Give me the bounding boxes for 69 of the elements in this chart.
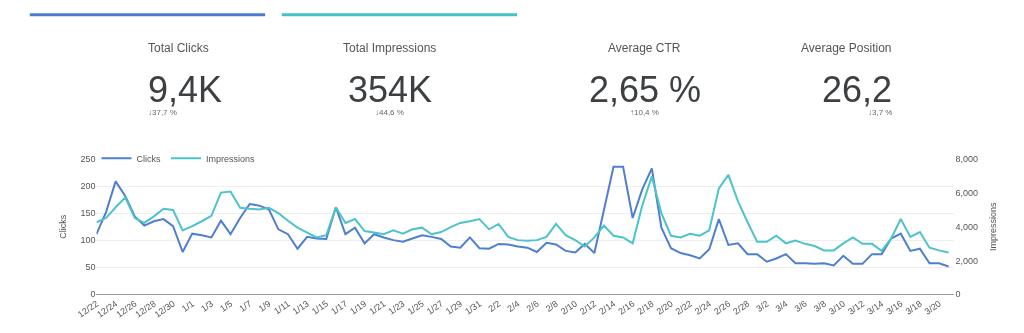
text: 354K <box>348 69 433 110</box>
x-tick-label: 2/26 <box>712 298 733 317</box>
x-tick-label: 2/14 <box>597 298 618 317</box>
x-tick-label: 1/17 <box>329 298 350 317</box>
y-tick-label: 250 <box>80 154 96 165</box>
x-tick-label: 2/6 <box>524 298 541 314</box>
y2-tick-label: 4,000 <box>955 221 978 232</box>
x-tick-label: 1/1 <box>179 298 196 314</box>
x-tick-label: 2/12 <box>578 298 599 317</box>
x-tick-label: 1/7 <box>237 298 254 314</box>
text: 26,2 <box>822 69 893 110</box>
legend-label: Clicks <box>136 153 161 164</box>
x-tick-label: 1/11 <box>272 298 292 317</box>
x-tick-label: 2/2 <box>486 298 503 314</box>
text: Average Position <box>801 41 892 55</box>
x-tick-label: 3/18 <box>903 298 924 317</box>
x-tick-label: 2/28 <box>731 298 752 317</box>
x-tick-label: 3/4 <box>773 298 790 314</box>
y2-axis-title: Impressions <box>987 201 998 251</box>
y-tick-label: 100 <box>80 235 96 246</box>
x-tick-label: 2/10 <box>558 298 579 317</box>
x-tick-label: 3/10 <box>826 298 848 317</box>
x-tick-label: 2/8 <box>543 298 560 314</box>
x-tick-label: 1/21 <box>367 298 388 317</box>
x-tick-label: 2/4 <box>505 298 522 314</box>
y2-tick-label: 2,000 <box>955 255 978 266</box>
y-tick-label: 150 <box>80 208 96 219</box>
y-axis-title: Clicks <box>57 214 68 239</box>
line-series <box>96 165 950 268</box>
text: Total Clicks <box>148 41 209 55</box>
x-tick-label: 3/14 <box>865 298 886 317</box>
text: ↓44,6 % <box>375 108 404 117</box>
x-tick-label: 2/24 <box>692 298 713 317</box>
x-tick-label: 3/8 <box>811 298 828 314</box>
text: ↓3,7 % <box>868 108 893 117</box>
x-tick-label: 1/9 <box>256 298 273 314</box>
x-tick-label: 1/3 <box>199 298 216 314</box>
text: 9,4K <box>148 69 223 110</box>
x-tick-label: 3/12 <box>846 298 867 317</box>
x-tick-label: 1/5 <box>218 298 235 314</box>
y2-tick-label: 0 <box>955 289 961 300</box>
x-tick-label: 1/13 <box>290 298 311 317</box>
y2-tick-label: 6,000 <box>955 188 978 199</box>
text: Total Impressions <box>343 41 437 55</box>
x-tick-label: 2/20 <box>654 298 675 317</box>
y-tick-label: 0 <box>90 289 96 300</box>
x-tick-label: 1/15 <box>309 298 330 317</box>
text: ↑10,4 % <box>630 108 659 117</box>
x-tick-label: 3/20 <box>922 298 943 317</box>
x-tick-label: 1/23 <box>386 298 407 317</box>
x-tick-label: 3/16 <box>884 298 905 317</box>
x-tick-label: 2/16 <box>616 298 637 317</box>
line-series <box>96 173 950 254</box>
x-tick-label: 3/6 <box>792 298 809 314</box>
text: 2,65 % <box>589 69 702 110</box>
x-tick-label: 1/25 <box>405 298 426 317</box>
x-tick-label: 1/29 <box>443 298 465 317</box>
y2-tick-label: 8,000 <box>955 154 978 165</box>
x-tick-label: 1/31 <box>463 298 484 317</box>
text: ↓37,7 % <box>148 108 177 117</box>
y-tick-label: 200 <box>80 181 96 192</box>
x-tick-label: 3/2 <box>754 298 771 314</box>
x-tick-label: 1/27 <box>424 298 445 317</box>
x-tick-label: 2/18 <box>635 298 656 317</box>
y-tick-label: 50 <box>85 262 96 273</box>
x-tick-label: 1/19 <box>348 298 369 317</box>
text: Average CTR <box>608 41 681 55</box>
x-tick-label: 2/22 <box>673 298 694 317</box>
legend-label: Impressions <box>205 153 255 164</box>
